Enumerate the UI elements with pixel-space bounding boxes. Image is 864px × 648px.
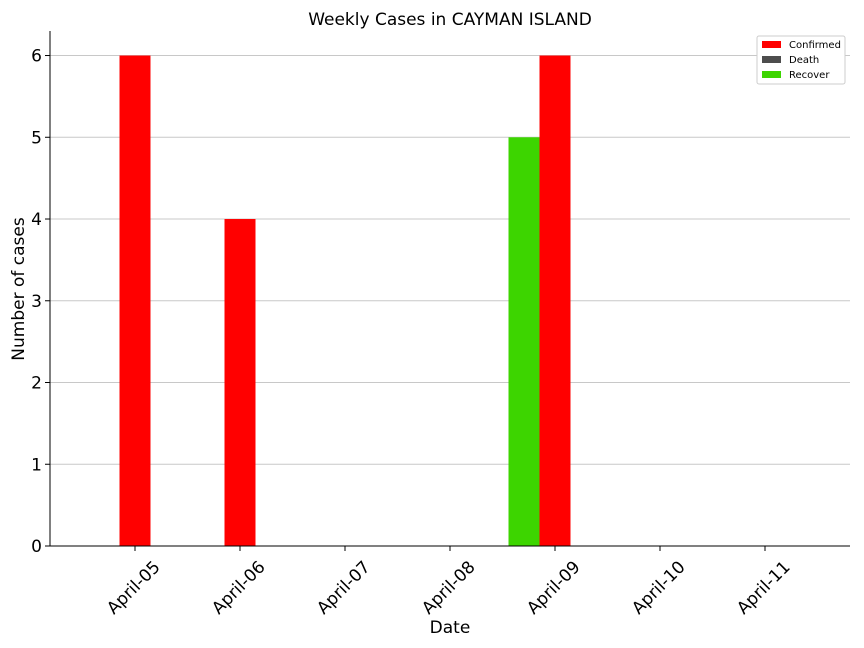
x-tick-label: April-09 xyxy=(523,557,584,618)
x-ticks: April-05 April-06 April-07 April-08 April-09… xyxy=(103,546,795,619)
x-tick-label: April-08 xyxy=(418,557,479,618)
chart-title: Weekly Cases in CAYMAN ISLAND xyxy=(308,10,592,30)
y-tick-label: 1 xyxy=(31,455,42,475)
bar-confirmed-april-09 xyxy=(539,55,571,547)
legend-label-death: Death xyxy=(789,55,819,66)
x-tick-label: April-05 xyxy=(103,557,164,618)
x-tick-label: April-11 xyxy=(733,557,794,618)
bars xyxy=(119,55,571,547)
y-tick-label: 5 xyxy=(31,128,42,148)
grid-lines xyxy=(50,55,850,465)
legend-swatch-recover xyxy=(762,71,781,78)
bar-confirmed-april-05 xyxy=(119,55,151,547)
bar-confirmed-april-06 xyxy=(224,219,256,546)
legend-swatch-death xyxy=(762,56,781,63)
legend-swatch-confirmed xyxy=(762,41,781,48)
y-tick-label: 6 xyxy=(31,47,42,67)
y-axis-label: Number of cases xyxy=(9,217,29,361)
axes xyxy=(49,31,850,547)
legend: Confirmed Death Recover xyxy=(756,35,846,85)
y-tick-label: 4 xyxy=(31,210,42,230)
y-tick-label: 0 xyxy=(31,537,42,557)
y-tick-label: 3 xyxy=(31,292,42,312)
legend-label-confirmed: Confirmed xyxy=(789,40,841,51)
x-tick-label: April-06 xyxy=(208,557,269,618)
x-tick-label: April-07 xyxy=(313,557,374,618)
y-tick-label: 2 xyxy=(31,374,42,394)
bar-recover-april-09 xyxy=(508,137,540,546)
y-ticks: 0 1 2 3 4 5 6 xyxy=(31,47,50,557)
x-axis-label: Date xyxy=(430,618,471,638)
x-tick-label: April-10 xyxy=(628,557,689,618)
legend-label-recover: Recover xyxy=(789,70,830,81)
